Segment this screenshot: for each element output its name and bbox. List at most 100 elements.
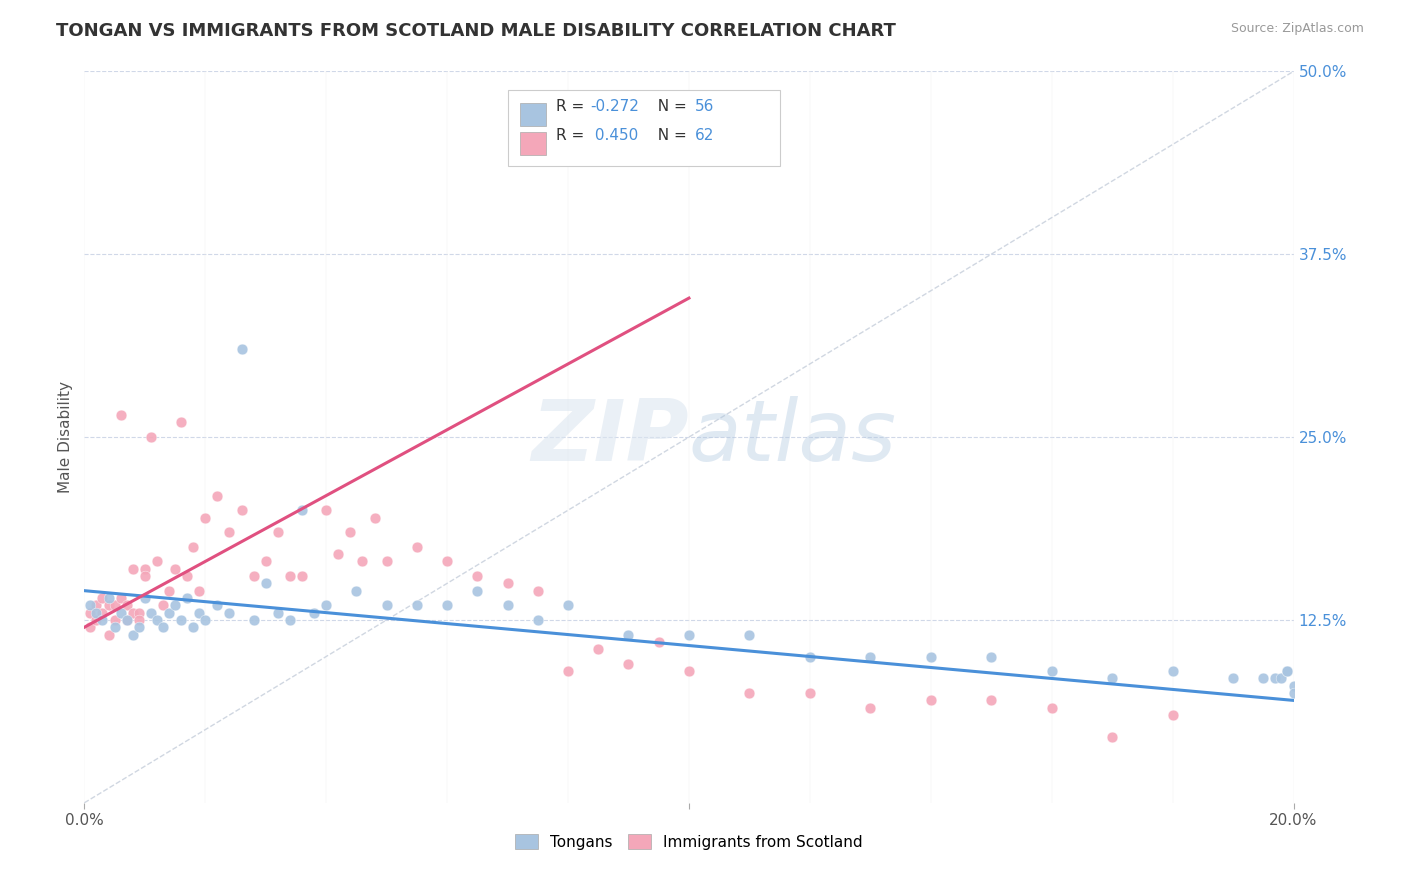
Point bbox=[1161, 664, 1184, 678]
Point bbox=[375, 599, 398, 613]
Point bbox=[1040, 664, 1063, 678]
Point bbox=[91, 606, 114, 620]
Point bbox=[859, 700, 882, 714]
Point bbox=[496, 599, 519, 613]
Point bbox=[254, 576, 277, 591]
Point bbox=[165, 599, 187, 613]
Point bbox=[617, 627, 640, 641]
Point bbox=[181, 540, 204, 554]
Point bbox=[121, 562, 143, 576]
Point bbox=[134, 569, 156, 583]
Point bbox=[315, 599, 337, 613]
Text: N =: N = bbox=[648, 99, 692, 114]
Point bbox=[207, 489, 229, 503]
Point bbox=[110, 408, 132, 422]
Point bbox=[588, 642, 610, 657]
Point bbox=[176, 591, 198, 605]
FancyBboxPatch shape bbox=[520, 103, 547, 127]
Point bbox=[134, 562, 156, 576]
Point bbox=[254, 554, 277, 568]
Point bbox=[1277, 664, 1299, 678]
Point bbox=[738, 627, 761, 641]
Point bbox=[207, 599, 229, 613]
Point bbox=[267, 525, 290, 540]
Point bbox=[1277, 664, 1299, 678]
Point bbox=[1222, 672, 1244, 686]
Point bbox=[1101, 672, 1123, 686]
Point bbox=[128, 606, 150, 620]
Point bbox=[104, 599, 127, 613]
FancyBboxPatch shape bbox=[508, 90, 780, 167]
Text: TONGAN VS IMMIGRANTS FROM SCOTLAND MALE DISABILITY CORRELATION CHART: TONGAN VS IMMIGRANTS FROM SCOTLAND MALE … bbox=[56, 22, 896, 40]
Point bbox=[352, 554, 374, 568]
Point bbox=[97, 599, 120, 613]
Point bbox=[406, 540, 429, 554]
Point bbox=[115, 613, 138, 627]
Point bbox=[1282, 686, 1305, 700]
Point bbox=[170, 613, 193, 627]
Point bbox=[859, 649, 882, 664]
Point bbox=[467, 569, 489, 583]
Point bbox=[104, 613, 127, 627]
Point bbox=[194, 510, 217, 524]
Point bbox=[170, 416, 193, 430]
Point bbox=[79, 599, 101, 613]
Point bbox=[86, 599, 108, 613]
Point bbox=[157, 606, 180, 620]
Point bbox=[291, 503, 314, 517]
Point bbox=[231, 343, 253, 357]
Point bbox=[267, 606, 290, 620]
Point bbox=[436, 599, 458, 613]
Y-axis label: Male Disability: Male Disability bbox=[58, 381, 73, 493]
Point bbox=[436, 554, 458, 568]
Text: 62: 62 bbox=[695, 128, 714, 144]
Point bbox=[406, 599, 429, 613]
Point bbox=[278, 613, 301, 627]
Point bbox=[146, 613, 169, 627]
Point bbox=[146, 554, 169, 568]
Point bbox=[799, 686, 821, 700]
Point bbox=[218, 606, 240, 620]
Point bbox=[91, 613, 114, 627]
Text: 56: 56 bbox=[695, 99, 714, 114]
Point bbox=[79, 620, 101, 634]
Text: N =: N = bbox=[648, 128, 692, 144]
Legend: Tongans, Immigrants from Scotland: Tongans, Immigrants from Scotland bbox=[508, 826, 870, 857]
Point bbox=[375, 554, 398, 568]
Point bbox=[339, 525, 361, 540]
Point bbox=[799, 649, 821, 664]
Point bbox=[86, 606, 108, 620]
Point bbox=[176, 569, 198, 583]
Point bbox=[139, 606, 162, 620]
Point bbox=[165, 562, 187, 576]
Point bbox=[920, 693, 942, 707]
Point bbox=[738, 686, 761, 700]
Point bbox=[302, 606, 325, 620]
Point bbox=[467, 583, 489, 598]
Text: Source: ZipAtlas.com: Source: ZipAtlas.com bbox=[1230, 22, 1364, 36]
Point bbox=[1270, 672, 1292, 686]
Text: ZIP: ZIP bbox=[531, 395, 689, 479]
Text: R =: R = bbox=[555, 128, 589, 144]
Text: atlas: atlas bbox=[689, 395, 897, 479]
Point bbox=[139, 430, 162, 444]
Point bbox=[346, 583, 368, 598]
Point bbox=[97, 591, 120, 605]
Point bbox=[527, 613, 550, 627]
Point bbox=[980, 649, 1002, 664]
Point bbox=[110, 591, 132, 605]
Point bbox=[188, 606, 211, 620]
Point bbox=[152, 620, 174, 634]
Point bbox=[242, 613, 264, 627]
Point bbox=[648, 635, 671, 649]
Point bbox=[980, 693, 1002, 707]
Point bbox=[278, 569, 301, 583]
Point bbox=[678, 627, 700, 641]
Point bbox=[188, 583, 211, 598]
Text: 0.450: 0.450 bbox=[589, 128, 638, 144]
Text: -0.272: -0.272 bbox=[589, 99, 638, 114]
Point bbox=[194, 613, 217, 627]
Point bbox=[557, 664, 579, 678]
Point bbox=[121, 627, 143, 641]
Point bbox=[115, 613, 138, 627]
